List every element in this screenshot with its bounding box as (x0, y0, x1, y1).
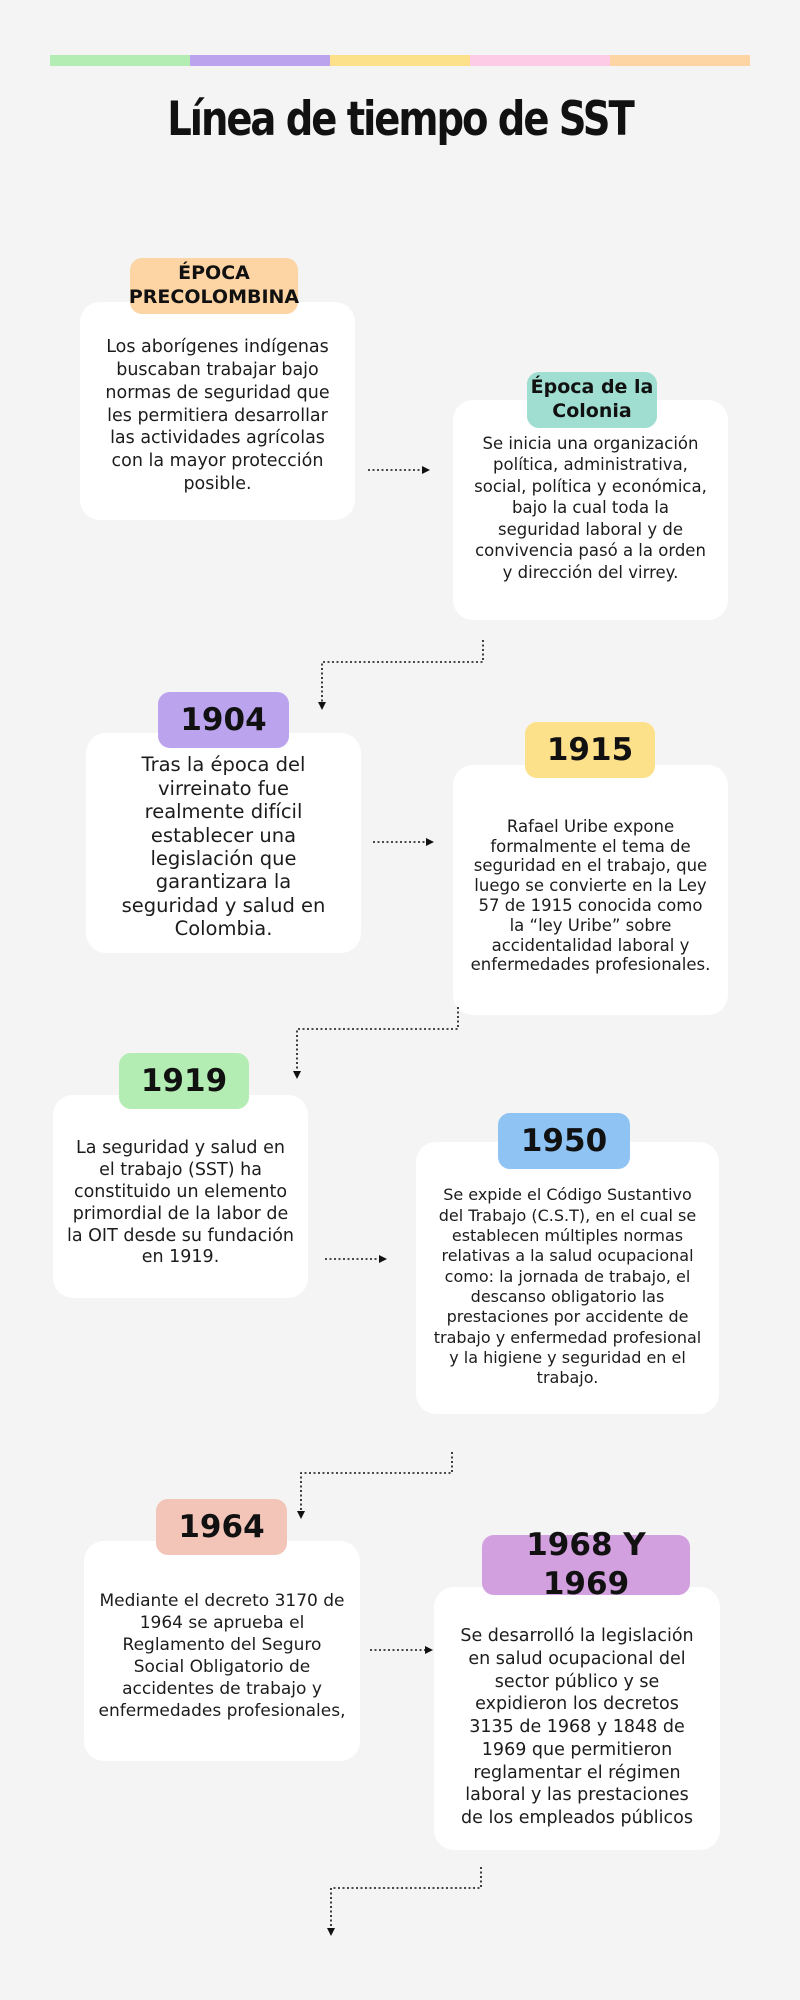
color-bar-segment-purple (190, 55, 330, 66)
event-label-1904: 1904 (158, 692, 289, 748)
event-card-1950: Se expide el Código Sustantivo del Traba… (416, 1142, 719, 1414)
event-text: Se expide el Código Sustantivo del Traba… (433, 1185, 702, 1388)
event-label-colonia: Época de la Colonia (527, 372, 657, 428)
page-title: Línea de tiempo de SST (167, 92, 635, 147)
event-card-1915: Rafael Uribe expone formalmente el tema … (453, 765, 728, 1015)
event-card-1904: Tras la época del virreinato fue realmen… (86, 733, 361, 953)
event-label-1968-1969: 1968 Y 1969 (482, 1527, 690, 1602)
event-text: Se desarrolló la legislación en salud oc… (460, 1626, 694, 1829)
event-text: Los aborígenes indígenas buscaban trabaj… (105, 337, 330, 494)
event-card-precolombina: Los aborígenes indígenas buscaban trabaj… (80, 302, 355, 520)
event-text: La seguridad y salud en el trabajo (SST)… (67, 1138, 294, 1268)
color-bar-segment-peach (610, 55, 750, 66)
color-bar (50, 55, 750, 66)
connector-arrow-4 (293, 1007, 459, 1079)
connector-arrow-2 (318, 640, 484, 710)
event-card-1968-1969: Se desarrolló la legislación en salud oc… (434, 1587, 720, 1850)
event-text: Se inicia una organización política, adm… (474, 434, 707, 582)
color-bar-segment-pink (470, 55, 610, 66)
color-bar-segment-green (50, 55, 190, 66)
event-label-1915: 1915 (525, 722, 655, 778)
event-card-colonia: Se inicia una organización política, adm… (453, 400, 728, 620)
event-text: Mediante el decreto 3170 de 1964 se apru… (98, 1590, 346, 1722)
event-text: Rafael Uribe expone formalmente el tema … (470, 816, 711, 975)
event-text: Tras la época del virreinato fue realmen… (121, 753, 326, 941)
connector-arrow-6 (297, 1452, 453, 1519)
event-label-1950: 1950 (498, 1113, 630, 1169)
event-card-1919: La seguridad y salud en el trabajo (SST)… (53, 1095, 308, 1298)
event-label-precolombina: ÉPOCA PRECOLOMBINA (129, 258, 299, 314)
event-card-1964: Mediante el decreto 3170 de 1964 se apru… (84, 1541, 360, 1761)
connector-arrow-8 (327, 1867, 482, 1936)
event-label-1964: 1964 (156, 1499, 287, 1555)
color-bar-segment-yellow (330, 55, 470, 66)
event-label-1919: 1919 (119, 1053, 249, 1109)
